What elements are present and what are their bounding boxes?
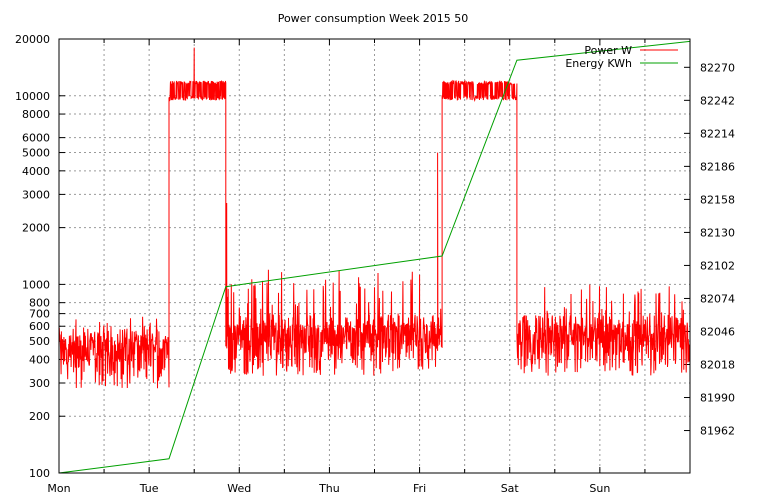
x-tick-label: Mon (47, 482, 70, 495)
y-left-tick-label: 10000 (15, 90, 50, 103)
y-right-tick-label: 82018 (700, 359, 735, 372)
y-left-tick-label: 100 (29, 467, 50, 480)
y-right-tick-label: 82046 (700, 325, 735, 338)
y-left-tick-label: 300 (29, 377, 50, 390)
y-right-tick-label: 81962 (700, 425, 735, 438)
y-left-tick-label: 500 (29, 335, 50, 348)
y-right-tick-label: 82186 (700, 160, 735, 173)
y-left-tick-label: 700 (29, 308, 50, 321)
x-tick-label: Thu (318, 482, 340, 495)
power-w-line (58, 47, 691, 389)
legend-energy-label: Energy KWh (565, 57, 632, 70)
y-right-tick-label: 82242 (700, 94, 735, 107)
y-left-tick-label: 800 (29, 297, 50, 310)
y-right-tick-label: 82102 (700, 259, 735, 272)
y-left-tick-label: 5000 (22, 147, 50, 160)
y-left-tick-label: 200 (29, 410, 50, 423)
x-tick-label: Wed (227, 482, 251, 495)
energy-kwh-line (58, 40, 691, 474)
y-left-tick-label: 4000 (22, 165, 50, 178)
x-tick-label: Fri (413, 482, 426, 495)
y-left-tick-label: 2000 (22, 222, 50, 235)
legend-power-label: Power W (584, 44, 632, 57)
y-right-tick-label: 82158 (700, 193, 735, 206)
x-tick-label: Sat (501, 482, 520, 495)
y-right-tick-label: 82074 (700, 292, 735, 305)
y-right-tick-label: 82214 (700, 127, 735, 140)
legend: Power W Energy KWh (565, 44, 678, 70)
energy-series-layer (58, 40, 691, 474)
y-right-tick-label: 81990 (700, 392, 735, 405)
x-tick-label: Tue (139, 482, 159, 495)
chart-title: Power consumption Week 2015 50 (278, 12, 469, 25)
y-left-tick-label: 8000 (22, 108, 50, 121)
y-left-tick-label: 6000 (22, 132, 50, 145)
grid-layer (59, 39, 690, 473)
y-right-tick-label: 82130 (700, 226, 735, 239)
y-left-tick-label: 1000 (22, 278, 50, 291)
plot-border (58, 38, 691, 474)
y-left-tick-label: 600 (29, 320, 50, 333)
power-series-layer (58, 47, 691, 389)
y-left-tick-label: 400 (29, 353, 50, 366)
y-left-tick-label: 20000 (15, 33, 50, 46)
x-tick-label: Sun (589, 482, 610, 495)
y-left-tick-label: 3000 (22, 188, 50, 201)
y-right-tick-label: 82270 (700, 61, 735, 74)
